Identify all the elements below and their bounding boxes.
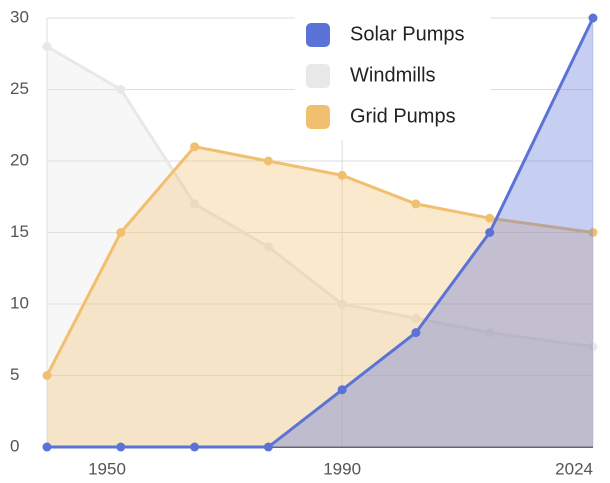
legend-label: Solar Pumps: [350, 23, 465, 45]
point: [485, 228, 495, 237]
point: [485, 213, 495, 223]
y-tick-label: 20: [10, 150, 29, 169]
y-tick-label: 15: [10, 222, 29, 241]
point: [116, 85, 126, 94]
point: [588, 342, 598, 352]
point: [42, 371, 52, 380]
legend-order-key: Grid Pumps: [0, 0, 90, 8]
legend-swatch: [306, 105, 330, 129]
legend-label: Grid Pumps: [350, 105, 456, 127]
legend-label: Windmills: [350, 64, 436, 86]
line: [46, 45, 594, 349]
legend-swatch: [306, 64, 330, 88]
point: [42, 442, 52, 452]
point: [116, 442, 126, 452]
point: [588, 13, 598, 23]
line: [47, 17, 595, 449]
point: [190, 142, 200, 152]
y-tick-label: 5: [10, 365, 19, 384]
x-tick-label: 1950: [88, 459, 126, 478]
point: [190, 442, 200, 452]
point: [337, 170, 347, 180]
x-tick-label: 2024: [555, 459, 593, 478]
point: [411, 313, 421, 323]
point: [116, 228, 126, 237]
point: [190, 199, 200, 209]
area: [47, 146, 593, 447]
x-tick-label: 1990: [323, 459, 361, 478]
point: [485, 328, 495, 338]
point: [337, 299, 347, 309]
y-tick-label: 25: [10, 79, 29, 98]
y-tick-label: 10: [10, 293, 29, 312]
legend-swatch: [306, 23, 330, 47]
point: [263, 156, 273, 166]
point: [411, 328, 421, 338]
line: [45, 145, 594, 377]
point: [337, 385, 347, 395]
y-tick-label: 0: [10, 436, 19, 455]
point: [263, 242, 273, 252]
point: [263, 442, 273, 452]
point: [588, 228, 598, 237]
point: [411, 199, 421, 209]
y-tick-label: 30: [10, 7, 29, 26]
point: [42, 42, 52, 52]
area: [47, 18, 593, 447]
area: [47, 46, 593, 447]
